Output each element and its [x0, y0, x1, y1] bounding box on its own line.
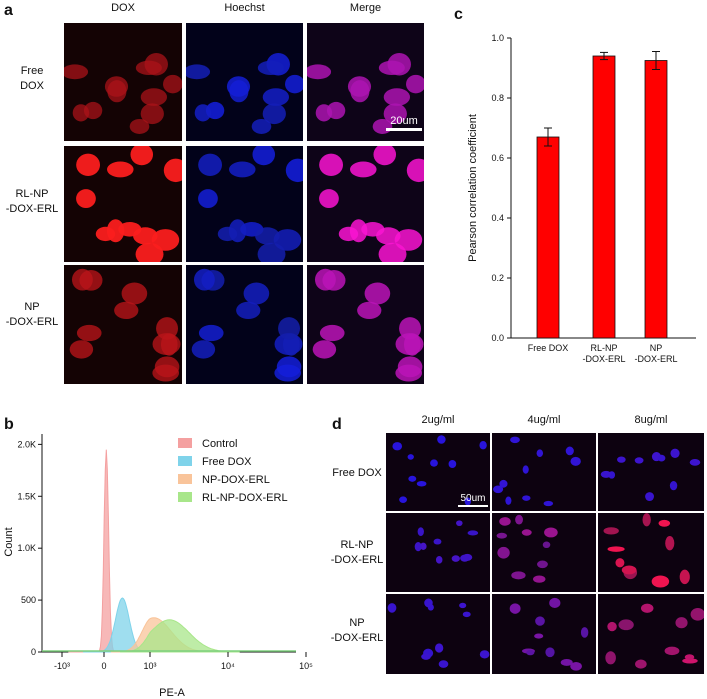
scale-bar-d-label: 50um: [460, 493, 486, 504]
c-bar: [592, 55, 616, 339]
b-legend-swatch: [178, 438, 192, 448]
b-ytick-label: 2.0K: [17, 439, 36, 449]
micrograph-merge-row2: [307, 146, 424, 262]
scale-bar-label: 20um: [390, 115, 418, 127]
c-ytick-label: 0.8: [491, 93, 504, 103]
fluorescence-tile-r3-c3: [598, 594, 704, 674]
panel-b-histogram: Count PE-A 0 500 1.0K 1.5K 2.0K -10³ 0 10³ 10⁴ 1…: [3, 434, 313, 699]
col-title-dox: DOX: [111, 2, 135, 14]
b-ytick-label: 0: [31, 647, 36, 657]
micrograph-hoechst-row2: [186, 146, 303, 262]
panel-b-label: b: [4, 416, 14, 433]
c-ytick-label: 0.6: [491, 153, 504, 163]
b-legend-swatch: [178, 474, 192, 484]
c-bar: [644, 60, 668, 339]
c-ylabel: Pearson correlation coefficient: [467, 114, 479, 262]
fluorescence-tile-r2-c2: [492, 513, 596, 592]
row-label-np: NP -DOX-ERL: [5, 301, 59, 328]
scale-bar-d-line: [458, 505, 488, 507]
micrograph-merge-row3: [307, 265, 424, 384]
b-ytick-label: 500: [21, 595, 36, 605]
d-row-label-np: NP -DOX-ERL: [330, 617, 384, 644]
c-ytick-label: 1.0: [491, 33, 504, 43]
c-ytick-label: 0.2: [491, 273, 504, 283]
d-row-label-rl-np: RL-NP -DOX-ERL: [330, 539, 384, 566]
b-ytick-label: 1.0K: [17, 543, 36, 553]
fluorescence-tile-r2-c3: [598, 513, 704, 592]
scale-bar-20um: 20um: [386, 115, 422, 131]
col-title-merge: Merge: [349, 2, 382, 14]
b-xtick-label: -10³: [54, 661, 70, 671]
b-ytick-label: 1.5K: [17, 491, 36, 501]
b-legend-label: Free DOX: [202, 456, 252, 468]
b-legend-label: Control: [202, 438, 237, 450]
d-col-title-8: 8ug/ml: [634, 414, 668, 426]
d-row-label-free-dox: Free DOX: [332, 467, 382, 479]
panel-d-label: d: [332, 416, 342, 433]
panel-c-label: c: [454, 6, 463, 23]
b-ylabel: Count: [3, 527, 15, 556]
micrograph-dox-row1: [64, 23, 182, 141]
b-xtick-label: 10³: [143, 661, 156, 671]
b-xtick-label: 10⁴: [221, 661, 235, 671]
c-category-label: RL-NP -DOX-ERL: [582, 343, 625, 364]
c-ytick-label: 0.0: [491, 333, 504, 343]
scale-bar-50um: 50um: [458, 493, 488, 507]
micrograph-dox-row2: [64, 146, 182, 262]
fluorescence-tile-r3-c1: [386, 594, 490, 674]
panel-a-label: a: [4, 2, 13, 19]
micrograph-hoechst-row3: [186, 265, 303, 384]
b-xlabel: PE-A: [159, 687, 185, 699]
b-legend-label: NP-DOX-ERL: [202, 474, 270, 486]
c-category-label: Free DOX: [528, 343, 569, 353]
c-ytick-label: 0.4: [491, 213, 504, 223]
col-title-hoechst: Hoechst: [224, 2, 265, 14]
micrograph-merge-row1: [307, 23, 424, 141]
b-xtick-label: 0: [101, 661, 106, 671]
c-category-label: NP -DOX-ERL: [634, 343, 677, 364]
fluorescence-tile-r3-c2: [492, 594, 596, 674]
micrograph-dox-row3: [64, 265, 182, 384]
b-legend-label: RL-NP-DOX-ERL: [202, 492, 288, 504]
d-col-title-4: 4ug/ml: [527, 414, 561, 426]
b-legend-swatch: [178, 456, 192, 466]
scale-bar-line: [386, 128, 422, 131]
b-legend-swatch: [178, 492, 192, 502]
fluorescence-tile-r1-c2: [492, 433, 596, 511]
b-series-area: [68, 449, 148, 653]
c-bar: [536, 136, 560, 339]
d-col-title-2: 2ug/ml: [421, 414, 455, 426]
b-xtick-label: 10⁵: [299, 661, 313, 671]
fluorescence-tile-r1-c3: [598, 433, 704, 511]
micrograph-hoechst-row1: [186, 23, 303, 141]
row-label-free-dox: Free DOX: [20, 65, 44, 92]
row-label-rl-np: RL-NP -DOX-ERL: [5, 188, 59, 215]
panel-c-bar-chart: Pearson correlation coefficient 0.0 0.2 0.…: [467, 33, 696, 364]
fluorescence-tile-r2-c1: [386, 513, 490, 592]
fluorescence-tile-r1-c1: [386, 433, 490, 511]
